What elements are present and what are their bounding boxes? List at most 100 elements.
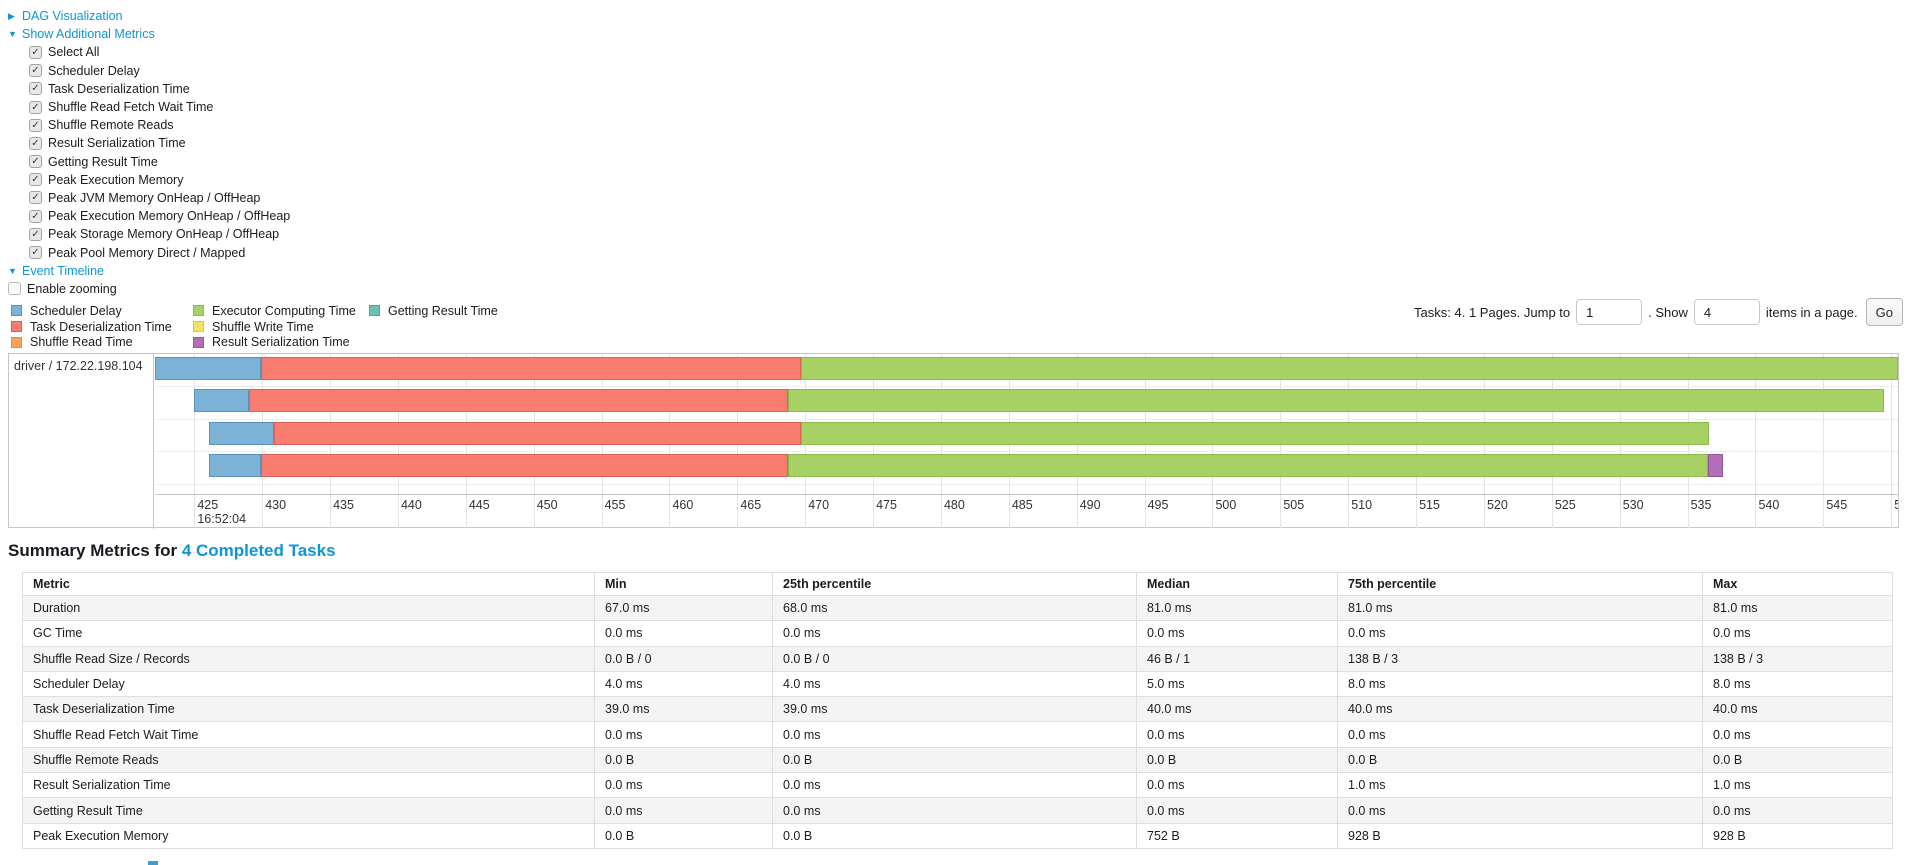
metric-checkbox[interactable]: ✓	[29, 100, 42, 114]
metric-value-cell: 0.0 ms	[1136, 772, 1338, 799]
metric-checkbox-row: ✓ Peak Execution Memory OnHeap / OffHeap	[8, 207, 290, 225]
tasks-count-text: Tasks: 4. 1 Pages. Jump to	[1414, 304, 1571, 320]
axis-tick-label: 440	[400, 498, 422, 512]
metric-checkbox[interactable]: ✓	[29, 173, 42, 187]
metric-name-cell: Getting Result Time	[22, 797, 595, 824]
axis-tick-label: 490	[1079, 498, 1101, 512]
executor-computing-segment[interactable]	[801, 421, 1710, 445]
metric-checkbox-row: ✓ Peak JVM Memory OnHeap / OffHeap	[8, 189, 290, 207]
metric-name-cell: Result Serialization Time	[22, 772, 595, 799]
metric-checkbox[interactable]: ✓	[29, 118, 42, 132]
task-timeline-bar[interactable]	[155, 421, 1898, 445]
table-row: Task Deserialization Time 39.0 ms 39.0 ms 4…	[22, 696, 1893, 723]
metric-value-cell: 0.0 B	[594, 746, 773, 774]
executor-computing-segment[interactable]	[787, 453, 1708, 477]
metric-checkbox-row: ✓ Result Serialization Time	[8, 134, 290, 152]
result-serialization-segment[interactable]	[1707, 453, 1723, 477]
table-header-cell: Min	[594, 572, 773, 596]
section-label: DAG Visualization	[22, 9, 123, 24]
scheduler-delay-swatch-icon	[11, 305, 22, 317]
axis-tick-label: 540	[1758, 498, 1780, 512]
legend-item: Task Deserialization Time	[11, 319, 172, 335]
gridline	[1076, 495, 1078, 528]
metric-checkbox-label: Shuffle Remote Reads	[48, 118, 174, 133]
metric-value-cell: 4.0 ms	[772, 670, 1137, 698]
metric-name-cell: Shuffle Remote Reads	[22, 746, 595, 774]
show-text: . Show	[1648, 304, 1688, 320]
table-header-cell: Median	[1136, 572, 1338, 596]
task-timeline-bar[interactable]	[155, 389, 1898, 413]
row-separator	[155, 386, 1898, 388]
axis-tick-label: 430	[265, 498, 287, 512]
metric-value-cell: 0.0 ms	[1702, 721, 1893, 748]
metric-checkbox[interactable]: ✓	[29, 136, 42, 150]
scheduler-delay-segment[interactable]	[209, 453, 261, 477]
task-timeline-bar[interactable]	[155, 357, 1898, 380]
section-label: Event Timeline	[22, 263, 104, 278]
gridline	[669, 495, 671, 528]
section-show-additional-metrics[interactable]: ▼ Show Additional Metrics	[8, 25, 290, 43]
section-dag-visualization[interactable]: ▶ DAG Visualization	[8, 7, 290, 25]
metric-value-cell: 40.0 ms	[1136, 696, 1338, 723]
go-button[interactable]: Go	[1865, 298, 1903, 326]
metric-checkbox-label: Peak Storage Memory OnHeap / OffHeap	[48, 227, 280, 242]
task-deserialization-segment[interactable]	[260, 453, 788, 477]
table-header-cell: 75th percentile	[1337, 572, 1703, 596]
task-pagination: Tasks: 4. 1 Pages. Jump to . Show items …	[1414, 297, 1903, 327]
scheduler-delay-segment[interactable]	[209, 421, 275, 445]
metric-name-cell: Shuffle Read Fetch Wait Time	[22, 721, 595, 748]
metric-checkbox[interactable]: ✓	[29, 209, 42, 223]
gridline	[1823, 354, 1825, 494]
metric-value-cell: 0.0 ms	[772, 721, 1137, 748]
jump-to-page-input[interactable]	[1576, 299, 1643, 325]
metric-checkbox-label: Peak Pool Memory Direct / Mapped	[48, 245, 246, 260]
metric-checkbox-label: Peak Execution Memory OnHeap / OffHeap	[48, 209, 291, 224]
axis-tick-label: 455	[604, 498, 626, 512]
gridline	[873, 495, 875, 528]
timeline-x-axis: 425 16:52:04 430 435 440 445 450 455 460 465 470 47…	[155, 494, 1898, 528]
scheduler-delay-segment[interactable]	[155, 357, 261, 380]
event-timeline-chart: driver / 172.22.198.104 425 16:52:04 430 43…	[8, 353, 1899, 529]
enable-zooming-checkbox[interactable]	[8, 282, 21, 296]
table-row: GC Time 0.0 ms 0.0 ms 0.0 ms 0.0 ms 0.0 ms	[22, 620, 1893, 647]
metric-value-cell: 8.0 ms	[1702, 670, 1893, 698]
axis-tick-label: 480	[943, 498, 965, 512]
task-timeline-bar[interactable]	[155, 453, 1898, 477]
metric-checkbox[interactable]: ✓	[29, 64, 42, 78]
shuffle-write-swatch-icon	[193, 321, 204, 333]
metric-checkbox[interactable]: ✓	[29, 191, 42, 205]
metric-checkbox-row: ✓ Shuffle Remote Reads	[8, 116, 290, 134]
axis-tick-label: 445	[468, 498, 490, 512]
completed-tasks-link[interactable]: 4 Completed Tasks	[181, 541, 336, 560]
metric-checkbox[interactable]: ✓	[29, 246, 42, 260]
metric-value-cell: 0.0 B	[772, 822, 1137, 849]
table-row: Duration 67.0 ms 68.0 ms 81.0 ms 81.0 ms 81.0…	[22, 594, 1893, 622]
table-row: Peak Execution Memory 0.0 B 0.0 B 752 B 928 …	[22, 822, 1893, 849]
metric-checkbox[interactable]: ✓	[29, 45, 42, 59]
metric-checkbox[interactable]: ✓	[29, 82, 42, 96]
scheduler-delay-segment[interactable]	[194, 389, 249, 413]
result-serialization-swatch-icon	[193, 336, 204, 348]
gridline	[737, 495, 739, 528]
metric-checkbox[interactable]: ✓	[29, 155, 42, 169]
metric-value-cell: 5.0 ms	[1136, 670, 1338, 698]
axis-tick-label: 545	[1826, 498, 1848, 512]
metric-checkbox-label: Peak JVM Memory OnHeap / OffHeap	[48, 190, 261, 205]
task-deserialization-segment[interactable]	[274, 421, 802, 445]
metric-checkbox[interactable]: ✓	[29, 227, 42, 241]
axis-tick-label: 520	[1486, 498, 1508, 512]
task-deserialization-segment[interactable]	[260, 357, 802, 380]
gridline	[805, 495, 807, 528]
metric-checkbox-list: ✓ Select All ✓ Scheduler Delay ✓ Task Deseria…	[8, 43, 290, 261]
axis-tick-label: 460	[672, 498, 694, 512]
collapsible-panel: ▶ DAG Visualization ▼ Show Additional Me…	[8, 7, 290, 298]
metric-value-cell: 81.0 ms	[1136, 594, 1338, 622]
timeline-plot-area	[155, 354, 1898, 494]
task-deserialization-segment[interactable]	[248, 389, 788, 413]
section-event-timeline[interactable]: ▼ Event Timeline	[8, 262, 290, 280]
executor-computing-segment[interactable]	[787, 389, 1885, 413]
metric-value-cell: 0.0 B	[1337, 746, 1703, 774]
gridline	[1551, 495, 1553, 528]
page-size-input[interactable]	[1693, 299, 1760, 325]
executor-computing-segment[interactable]	[801, 357, 1898, 380]
